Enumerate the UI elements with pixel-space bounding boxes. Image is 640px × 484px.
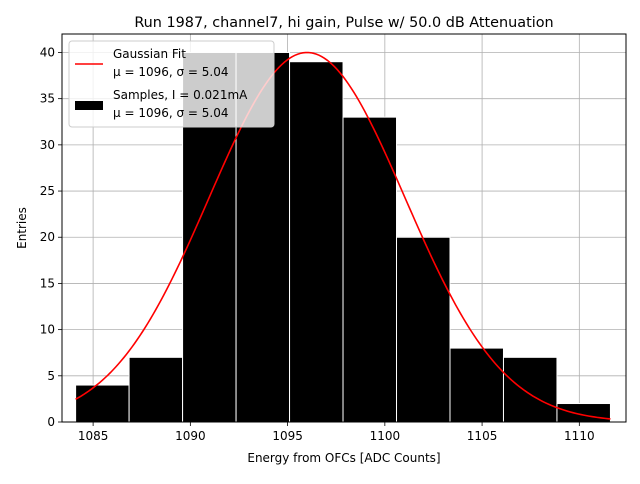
y-tick-label: 0: [47, 415, 55, 429]
legend-histogram-label: Samples, I = 0.021mA: [113, 88, 248, 102]
histogram-bar: [502, 356, 558, 423]
y-tick-label: 30: [40, 138, 55, 152]
y-tick-label: 20: [40, 230, 55, 244]
x-tick-label: 1100: [370, 429, 401, 443]
y-tick-label: 15: [40, 276, 55, 290]
x-tick-label: 1090: [175, 429, 206, 443]
x-axis-ticks: 1085 1090 1095 1100 1105 1110: [78, 422, 595, 443]
y-axis-label: Entries: [15, 207, 29, 249]
histogram-bar: [75, 384, 130, 423]
histogram-bar: [556, 403, 611, 423]
histogram-bar: [396, 236, 451, 423]
plot-frame: [61, 33, 627, 423]
legend-fit-label: Gaussian Fit: [113, 47, 186, 61]
legend: Gaussian Fit μ = 1096, σ = 5.04 Samples,…: [68, 40, 275, 128]
histogram-bar: [289, 61, 344, 423]
y-tick-label: 5: [47, 369, 55, 383]
legend-histogram-swatch: [75, 101, 103, 110]
y-tick-label: 35: [40, 92, 55, 106]
histogram-bar: [449, 347, 504, 423]
legend-box: [68, 40, 275, 128]
y-tick-label: 40: [40, 45, 55, 59]
x-tick-label: 1085: [78, 429, 109, 443]
histogram-bar: [342, 116, 398, 423]
x-axis-label: Energy from OFCs [ADC Counts]: [247, 451, 440, 465]
y-axis-ticks: 0 5 10 15 20 25 30 35 40: [40, 45, 62, 429]
y-tick-label: 10: [40, 323, 55, 337]
x-tick-label: 1105: [467, 429, 498, 443]
x-tick-label: 1095: [272, 429, 303, 443]
legend-fit-params: μ = 1096, σ = 5.04: [113, 65, 229, 79]
y-tick-label: 25: [40, 184, 55, 198]
gaussian-fit-curve: [75, 51, 611, 420]
x-tick-label: 1110: [564, 429, 595, 443]
histogram-bar: [128, 356, 184, 423]
legend-histogram-params: μ = 1096, σ = 5.04: [113, 106, 229, 120]
chart-title: Run 1987, channel7, hi gain, Pulse w/ 50…: [134, 15, 553, 31]
